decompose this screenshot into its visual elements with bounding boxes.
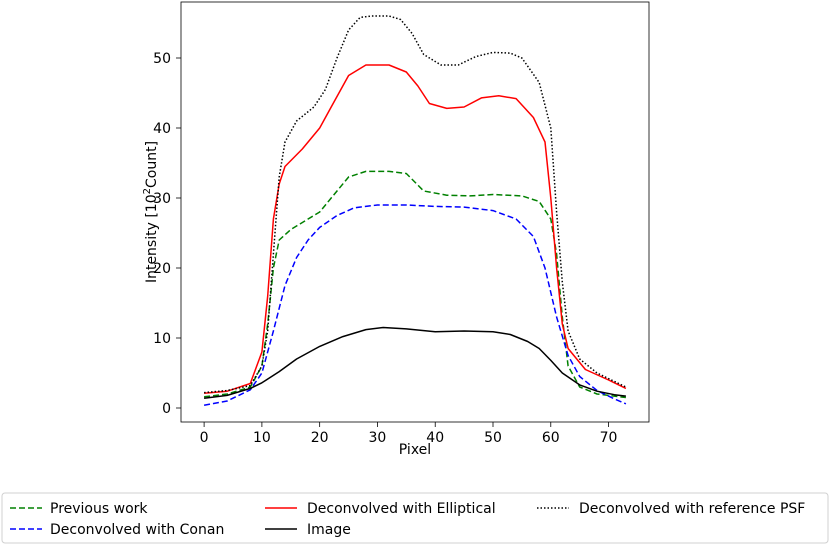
series-line-deconvolved-with-reference-psf <box>204 15 627 394</box>
y-tick-label: 0 <box>162 401 171 417</box>
legend-label-image: Image <box>307 522 351 538</box>
x-tick-label: 0 <box>200 430 209 446</box>
series-line-deconvolved-with-conan <box>203 204 627 406</box>
y-tick-label: 20 <box>153 261 171 277</box>
legend-label-previous-work: Previous work <box>50 501 148 517</box>
chart-marks <box>203 15 627 406</box>
x-tick-label: 60 <box>542 430 560 446</box>
x-tick-label: 20 <box>311 430 329 446</box>
series-line-previous-work <box>204 170 626 399</box>
y-tick-label: 30 <box>153 191 171 207</box>
x-tick-label: 70 <box>600 430 618 446</box>
series-line-image <box>204 326 626 399</box>
x-tick-label: 40 <box>426 430 444 446</box>
legend: Previous work Deconvolved with Conan Decon… <box>1 492 829 544</box>
y-tick-label: 40 <box>153 121 171 137</box>
x-tick-label: 30 <box>369 430 387 446</box>
plot-frame <box>180 1 650 423</box>
series-line-deconvolved-with-elliptical <box>204 64 627 395</box>
x-tick-label: 10 <box>253 430 271 446</box>
y-axis-ticks: 0 10 20 30 40 50 <box>153 51 181 417</box>
x-tick-label: 50 <box>484 430 502 446</box>
y-tick-label: 10 <box>153 331 171 347</box>
legend-label-deconvolved-with-elliptical: Deconvolved with Elliptical <box>307 501 496 517</box>
legend-frame <box>1 492 829 544</box>
legend-label-deconvolved-with-conan: Deconvolved with Conan <box>50 522 224 538</box>
x-axis-ticks: 0 10 20 30 40 50 60 70 <box>200 422 618 446</box>
x-axis-label: Pixel <box>399 442 431 458</box>
legend-label-deconvolved-with-reference-psf: Deconvolved with reference PSF <box>579 501 805 517</box>
y-tick-label: 50 <box>153 51 171 67</box>
y-axis-label: Intensity [102Count] <box>142 141 160 283</box>
